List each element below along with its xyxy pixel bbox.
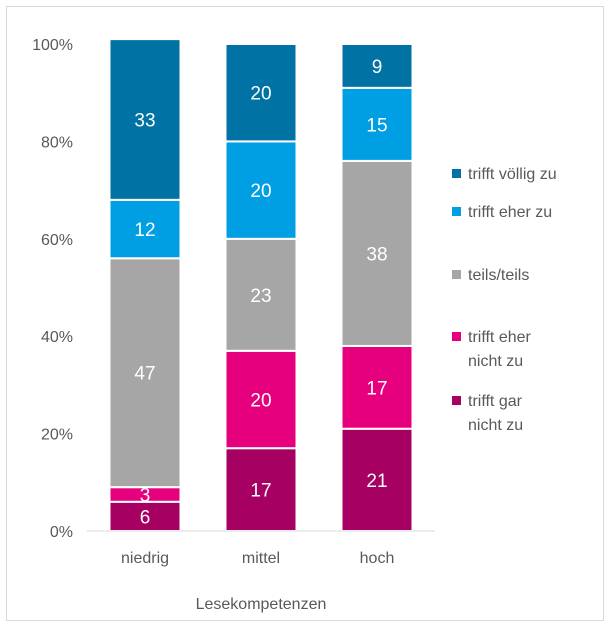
bar-segment-mittel-2 <box>224 349 298 450</box>
y-tick-label-0: 0% <box>50 524 73 541</box>
data-label-mittel-4: 20 <box>250 181 271 202</box>
x-axis-title: Lesekompetenzen <box>196 596 327 613</box>
data-label-niedrig-2: 3 <box>140 485 151 506</box>
legend-label-4-line-1: trifft eher <box>468 329 532 346</box>
legend-label-5-line-2: nicht zu <box>468 417 523 434</box>
legend-label-3-line-1: teils/teils <box>468 267 529 284</box>
legend-swatch-2 <box>452 207 461 216</box>
bar-segment-mittel-5 <box>224 43 298 143</box>
y-tick-label-20: 20% <box>41 427 73 444</box>
data-label-niedrig-1: 6 <box>140 507 151 528</box>
legend-swatch-5 <box>452 396 461 405</box>
y-tick-label-80: 80% <box>41 134 73 151</box>
bar-segment-mittel-3 <box>224 237 298 352</box>
y-tick-label-60: 60% <box>41 232 73 249</box>
data-label-mittel-1: 17 <box>250 481 271 502</box>
data-label-mittel-2: 20 <box>250 391 271 412</box>
legend-label-2-line-1: trifft eher zu <box>468 204 552 221</box>
chart-frame: 0% 20% 40% 60% 80% 100% 6 3 47 12 33 niedrig 17 20 23 2… <box>6 6 604 621</box>
data-label-niedrig-4: 12 <box>134 220 155 241</box>
bar-segment-niedrig-5 <box>108 38 182 201</box>
data-label-mittel-3: 23 <box>250 286 271 307</box>
data-label-niedrig-5: 33 <box>134 110 155 131</box>
data-label-hoch-4: 15 <box>366 115 387 136</box>
x-tick-label-niedrig: niedrig <box>121 550 169 567</box>
data-label-hoch-5: 9 <box>372 57 383 78</box>
data-label-mittel-5: 20 <box>250 84 271 105</box>
legend-label-1-line-1: trifft völlig zu <box>468 166 557 183</box>
legend-swatch-4 <box>452 332 461 341</box>
x-tick-label-hoch: hoch <box>360 550 395 567</box>
legend-swatch-1 <box>452 169 461 178</box>
bar-segment-hoch-3 <box>340 159 414 347</box>
bar-segment-niedrig-4 <box>108 198 182 260</box>
bar-segment-hoch-2 <box>340 344 414 430</box>
data-label-niedrig-3: 47 <box>134 364 155 385</box>
data-label-hoch-2: 17 <box>366 378 387 399</box>
stacked-bar-chart: 0% 20% 40% 60% 80% 100% 63 47 12 33 niedrig 17 20 23 2… <box>32 37 557 613</box>
x-tick-label-mittel: mittel <box>242 550 280 567</box>
legend-label-5-line-1: trifft gar <box>468 393 523 410</box>
bar-segment-hoch-5 <box>340 43 414 89</box>
data-label-hoch-1: 21 <box>366 471 387 492</box>
bar-segment-hoch-4 <box>340 86 414 162</box>
y-tick-label-40: 40% <box>41 329 73 346</box>
y-tick-label-100: 100% <box>32 37 73 54</box>
data-label-hoch-3: 38 <box>366 244 387 265</box>
bar-segment-mittel-4 <box>224 140 298 240</box>
legend-swatch-3 <box>452 270 461 279</box>
legend-label-4-line-2: nicht zu <box>468 353 523 370</box>
